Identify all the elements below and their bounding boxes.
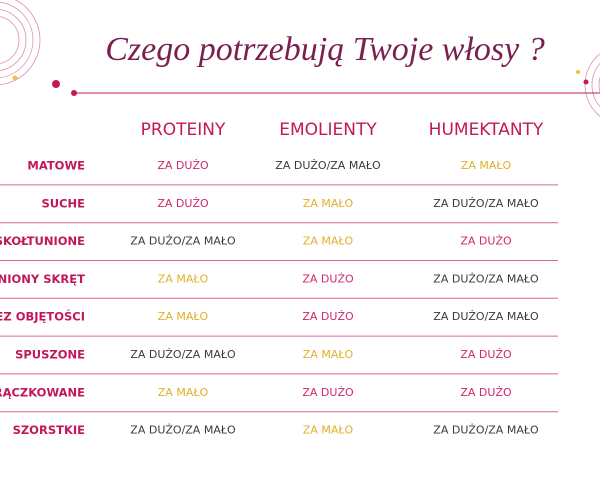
cell: ZA DUŻO/ZA MAŁO xyxy=(275,159,381,172)
cell: ZA DUŻO/ZA MAŁO xyxy=(433,310,539,323)
cell: ZA DUŻO xyxy=(460,348,512,361)
row-label: SPUSZONE xyxy=(15,348,85,362)
cell: ZA DUŻO xyxy=(302,386,354,399)
cell: ZA DUŻO/ZA MAŁO xyxy=(130,235,236,248)
row-label: SZORSTKIE xyxy=(13,423,86,437)
cell: ZA MAŁO xyxy=(158,310,209,323)
row-label: ENIONY SKRĘT xyxy=(0,272,85,286)
row-label: SKOŁTUNIONE xyxy=(0,234,85,248)
dot xyxy=(583,79,589,85)
cell: ZA MAŁO xyxy=(303,348,354,361)
cell: ZA MAŁO xyxy=(303,197,354,210)
cell: ZA MAŁO xyxy=(461,159,512,172)
cell: ZA DUŻO/ZA MAŁO xyxy=(433,272,539,285)
row-label: RĄCZKOWANE xyxy=(0,385,85,399)
row-label: EZ OBJĘTOŚCI xyxy=(0,309,85,324)
row-label: SUCHE xyxy=(41,196,85,210)
cell: ZA MAŁO xyxy=(303,424,354,437)
cell: ZA DUŻO/ZA MAŁO xyxy=(433,424,539,437)
row-label: MATOWE xyxy=(27,159,85,173)
cell: ZA DUŻO xyxy=(460,235,512,248)
cell: ZA DUŻO/ZA MAŁO xyxy=(130,348,236,361)
cell: ZA MAŁO xyxy=(158,272,209,285)
column-header: EMOLIENTY xyxy=(279,120,377,140)
decoration xyxy=(0,0,600,117)
cell: ZA DUŻO xyxy=(302,272,354,285)
column-header: HUMEKTANTY xyxy=(429,120,544,140)
cell: ZA MAŁO xyxy=(158,386,209,399)
title: Czego potrzebują Twoje włosy ? xyxy=(105,31,545,68)
cell: ZA DUŻO xyxy=(157,197,209,210)
cell: ZA DUŻO xyxy=(302,310,354,323)
cell: ZA MAŁO xyxy=(303,235,354,248)
cell: ZA DUŻO/ZA MAŁO xyxy=(433,197,539,210)
dot xyxy=(576,70,580,74)
cell: ZA DUŻO xyxy=(157,159,209,172)
dot xyxy=(12,75,18,81)
dot xyxy=(52,80,60,88)
cell: ZA DUŻO xyxy=(460,386,512,399)
column-header: PROTEINY xyxy=(141,120,226,140)
cell: ZA DUŻO/ZA MAŁO xyxy=(130,424,236,437)
